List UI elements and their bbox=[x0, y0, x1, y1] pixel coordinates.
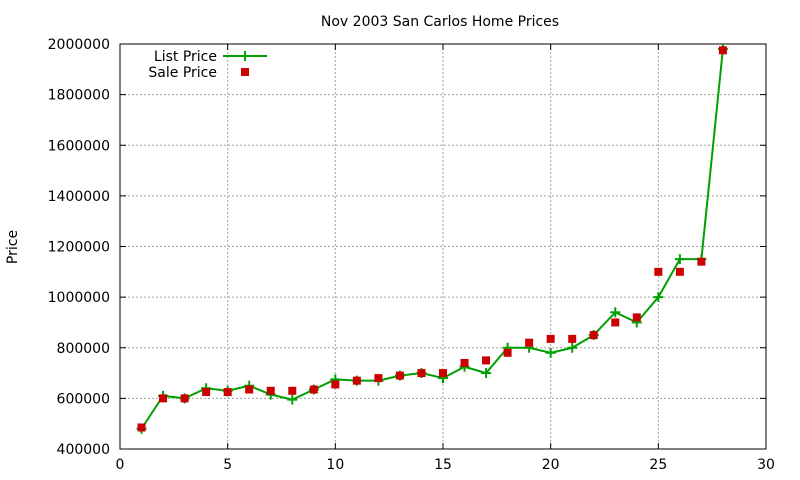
data-point-sale-price bbox=[718, 46, 727, 55]
data-point-sale-price bbox=[525, 338, 534, 347]
data-point-sale-price bbox=[546, 334, 555, 343]
y-tick-label: 800000 bbox=[57, 341, 110, 357]
data-point-sale-price bbox=[288, 386, 297, 395]
axis-ticks: 0 5 10 15 20 25 30 400000 600000 800000 1000000 120… bbox=[48, 37, 775, 473]
data-point-list-price bbox=[610, 307, 621, 318]
data-point-list-price bbox=[481, 368, 492, 379]
data-point-sale-price bbox=[654, 267, 663, 276]
chart-title: Nov 2003 San Carlos Home Prices bbox=[321, 14, 559, 30]
data-point-sale-price bbox=[202, 388, 211, 397]
data-point-sale-price bbox=[417, 369, 426, 378]
legend: List Price Sale Price bbox=[148, 49, 267, 81]
data-point-sale-price bbox=[697, 257, 706, 266]
data-point-list-price bbox=[653, 292, 664, 303]
data-point-sale-price bbox=[632, 313, 641, 322]
data-point-sale-price bbox=[460, 358, 469, 367]
data-point-sale-price bbox=[611, 318, 620, 327]
data-point-sale-price bbox=[482, 356, 491, 365]
y-tick-label: 1000000 bbox=[48, 290, 110, 306]
series-layer bbox=[136, 44, 728, 434]
y-tick-label: 1200000 bbox=[48, 240, 110, 256]
legend-sample-list-price bbox=[223, 51, 267, 61]
series-line-list-price bbox=[140, 48, 724, 430]
x-tick-label: 25 bbox=[649, 457, 667, 473]
legend-marker-list-price bbox=[240, 51, 250, 61]
data-point-sale-price bbox=[503, 348, 512, 357]
data-point-sale-price bbox=[309, 385, 318, 394]
y-tick-label: 1400000 bbox=[48, 189, 110, 205]
x-tick-label: 20 bbox=[542, 457, 560, 473]
data-point-sale-price bbox=[245, 385, 254, 394]
data-point-sale-price bbox=[568, 334, 577, 343]
x-tick-label: 30 bbox=[757, 457, 775, 473]
x-tick-label: 15 bbox=[434, 457, 452, 473]
y-axis-label: Price bbox=[5, 230, 21, 264]
data-point-sale-price bbox=[180, 394, 189, 403]
data-point-sale-price bbox=[589, 331, 598, 340]
data-point-sale-price bbox=[374, 374, 383, 383]
data-point-sale-price bbox=[266, 386, 275, 395]
data-point-sale-price bbox=[331, 380, 340, 389]
legend-label-list-price: List Price bbox=[154, 49, 217, 65]
x-tick-label: 10 bbox=[326, 457, 344, 473]
y-tick-label: 2000000 bbox=[48, 37, 110, 53]
legend-marker-sale-price bbox=[241, 68, 249, 76]
data-point-sale-price bbox=[137, 423, 146, 432]
data-point-sale-price bbox=[223, 388, 232, 397]
data-point-sale-price bbox=[159, 394, 168, 403]
data-point-sale-price bbox=[675, 267, 684, 276]
y-tick-label: 1600000 bbox=[48, 138, 110, 154]
y-tick-label: 600000 bbox=[57, 391, 110, 407]
data-point-sale-price bbox=[439, 369, 447, 378]
legend-sample-sale-price bbox=[241, 68, 249, 76]
x-tick-label: 5 bbox=[223, 457, 232, 473]
data-point-list-price bbox=[567, 342, 578, 353]
x-tick-label: 0 bbox=[116, 457, 125, 473]
data-point-sale-price bbox=[395, 371, 404, 380]
data-point-list-price bbox=[545, 347, 556, 358]
y-tick-label: 1800000 bbox=[48, 88, 110, 104]
data-point-list-price bbox=[287, 394, 298, 405]
data-point-sale-price bbox=[352, 376, 361, 385]
y-tick-label: 400000 bbox=[57, 442, 110, 458]
legend-label-sale-price: Sale Price bbox=[148, 65, 217, 81]
data-point-list-price bbox=[674, 254, 685, 265]
